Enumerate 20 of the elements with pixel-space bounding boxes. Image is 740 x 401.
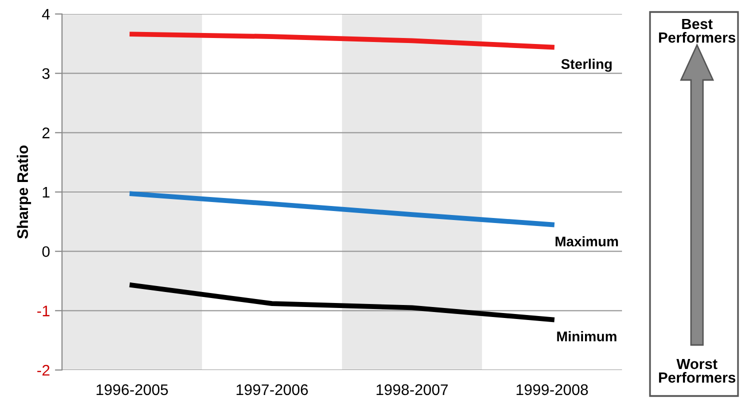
line-series (130, 32, 554, 50)
x-tick-label: 1999-2008 (516, 384, 588, 396)
y-tick-label: -1 (37, 306, 50, 316)
y-tick-label: 0 (42, 246, 50, 258)
line-series (130, 191, 554, 228)
text: Best Performers (659, 18, 736, 43)
x-tick-label: 1996-2005 (96, 384, 168, 396)
y-tick-label: 4 (42, 9, 50, 20)
series-label: Minimum (557, 331, 616, 342)
x-tick-label: 1997-2006 (236, 384, 308, 396)
y-tick-label: 1 (42, 187, 50, 198)
series-label: Sterling (561, 58, 612, 72)
text: Worst Performers (659, 358, 736, 383)
x-tick-label: 1998-2007 (376, 384, 448, 396)
y-axis-title: Sharpe Ratio (16, 145, 32, 239)
y-tick-label: -2 (37, 364, 50, 376)
line-series (130, 282, 554, 322)
series-label: Maximum (556, 236, 618, 246)
y-tick-label: 3 (42, 68, 50, 80)
y-tick-label: 2 (42, 128, 50, 138)
